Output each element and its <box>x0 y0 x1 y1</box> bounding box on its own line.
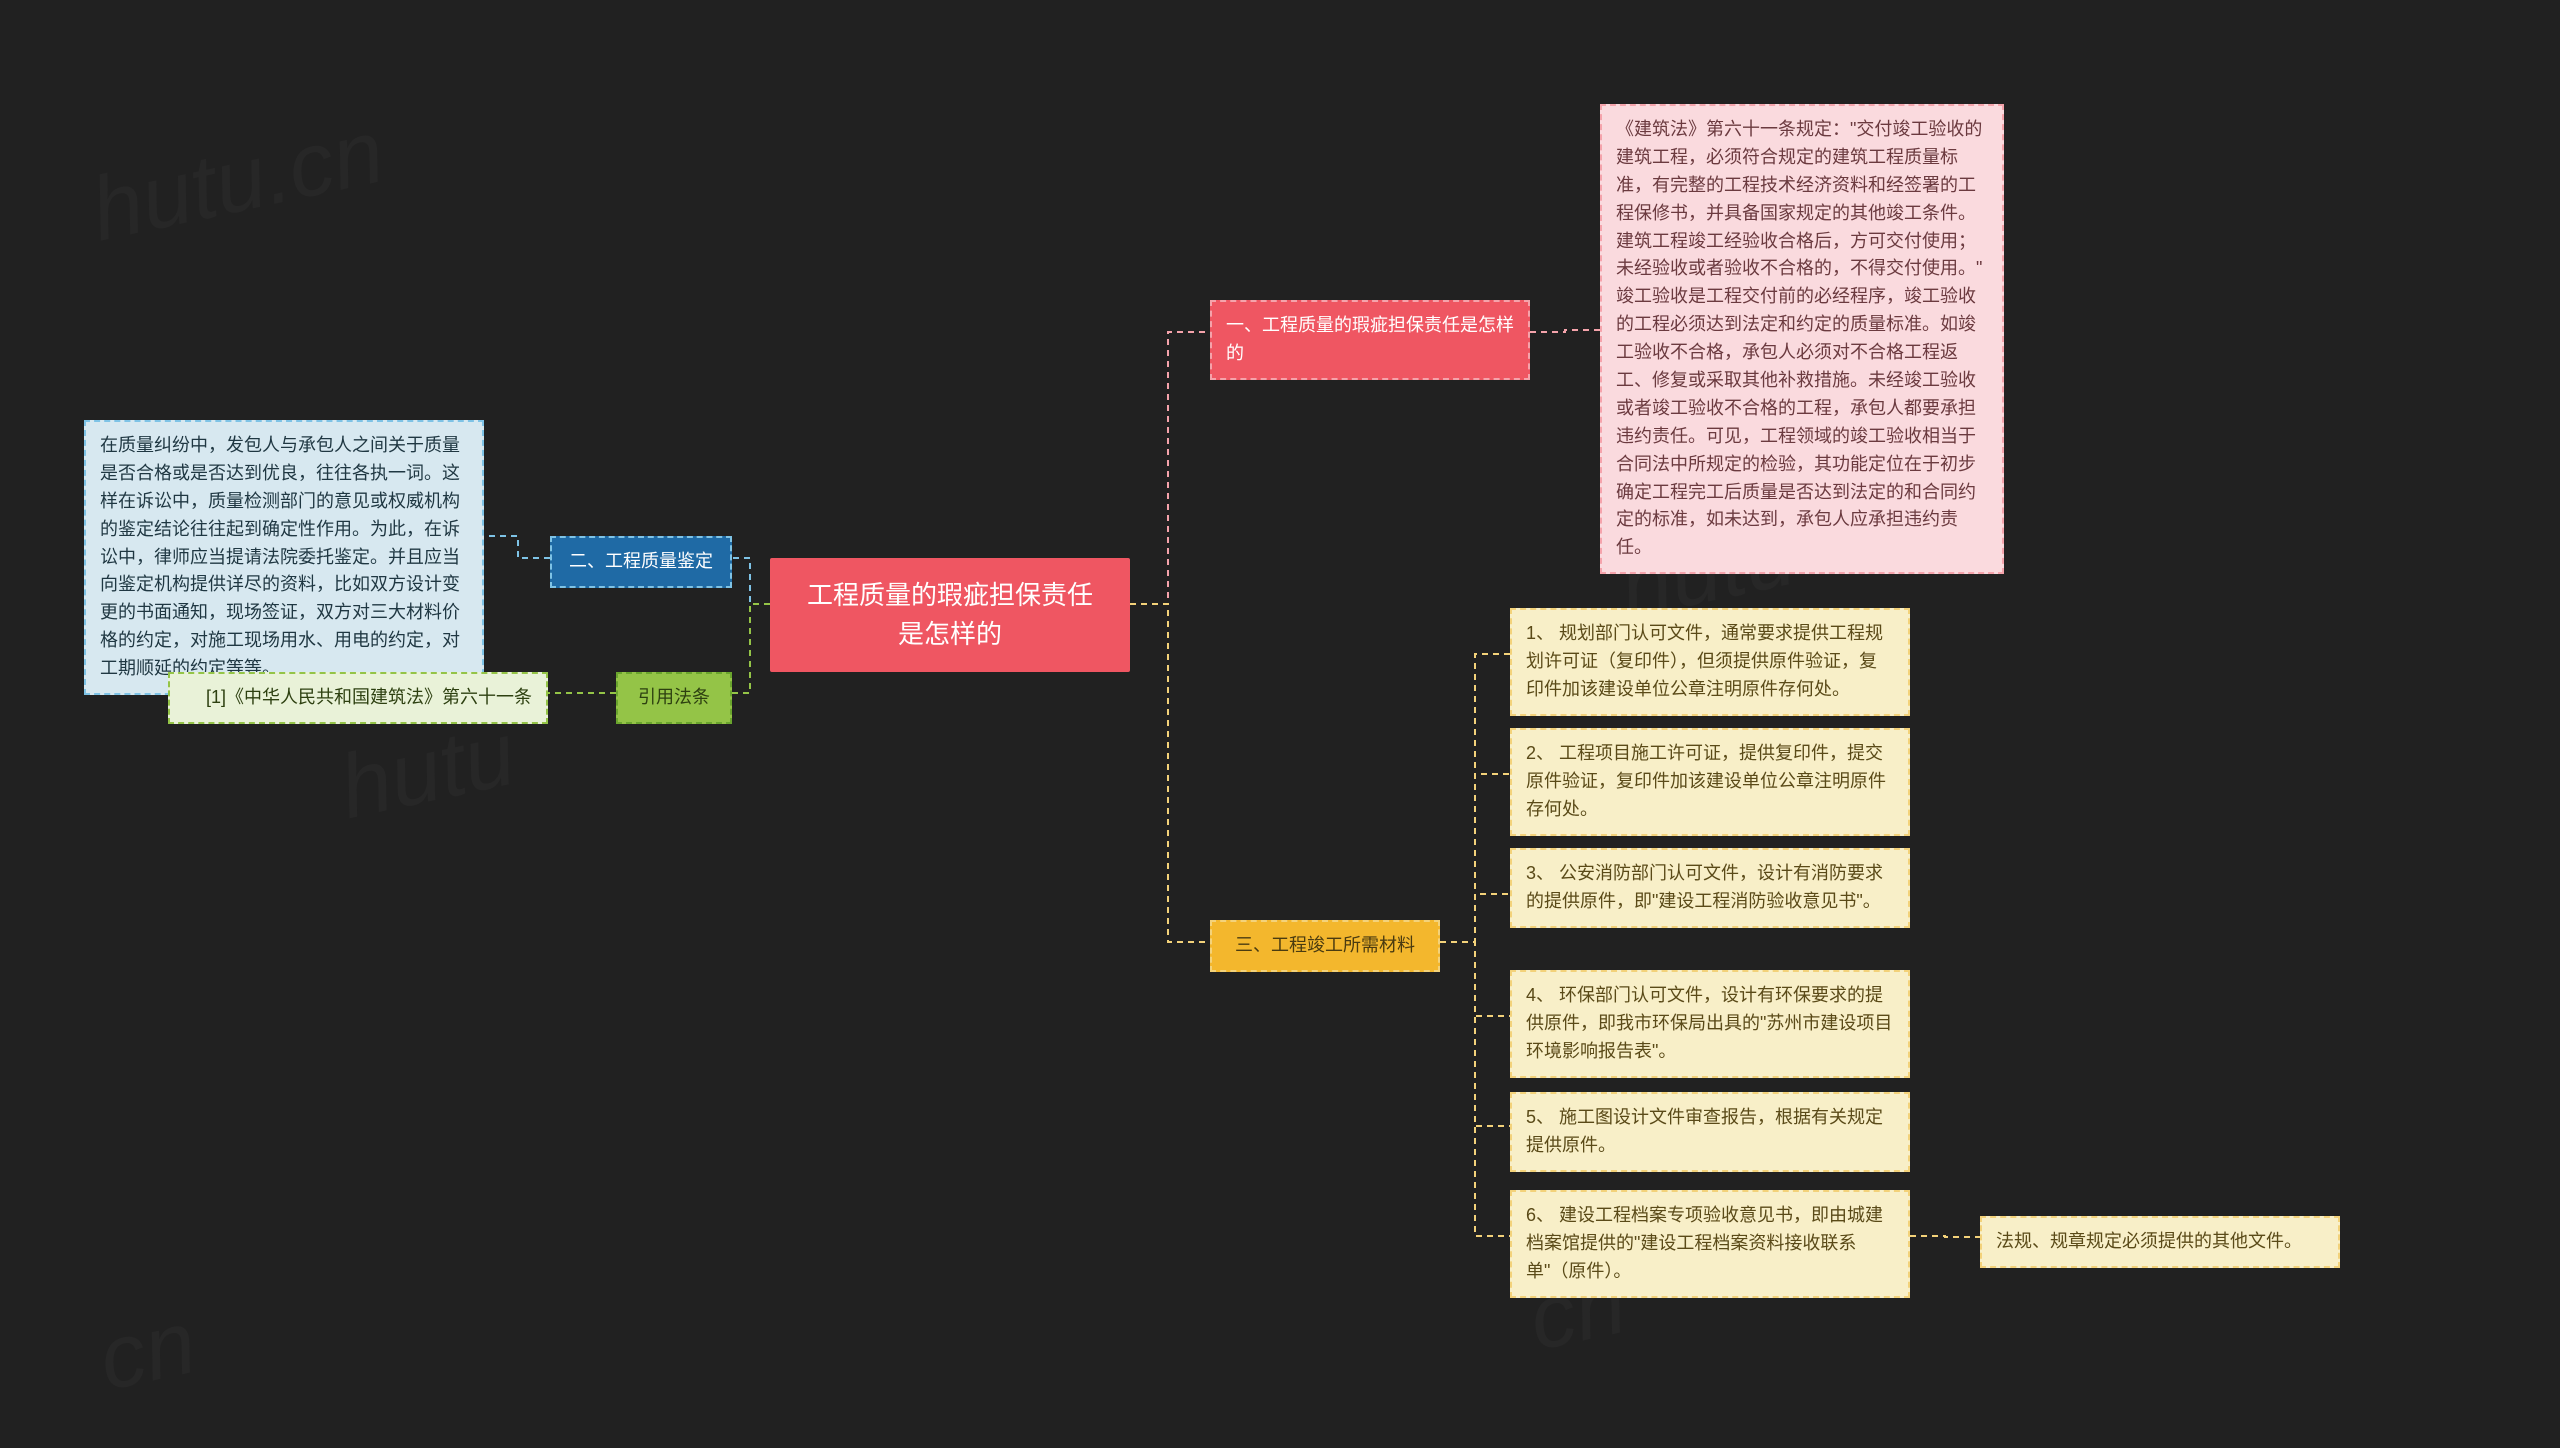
branch-label: 三、工程竣工所需材料 <box>1235 935 1415 955</box>
branch-label: 二、工程质量鉴定 <box>569 551 713 571</box>
branch-section-1[interactable]: 一、工程质量的瑕疵担保责任是怎样的 <box>1210 300 1530 380</box>
watermark: cn <box>90 1291 204 1412</box>
leaf-section-3-item: 1、 规划部门认可文件，通常要求提供工程规划许可证（复印件），但须提供原件验证，… <box>1510 608 1910 716</box>
leaf-text: 6、 建设工程档案专项验收意见书，即由城建档案馆提供的"建设工程档案资料接收联系… <box>1526 1205 1883 1281</box>
leaf-section-3-item: 3、 公安消防部门认可文件，设计有消防要求的提供原件，即"建设工程消防验收意见书… <box>1510 848 1910 928</box>
branch-label: 一、工程质量的瑕疵担保责任是怎样的 <box>1226 315 1514 363</box>
root-node[interactable]: 工程质量的瑕疵担保责任是怎样的 <box>770 558 1130 672</box>
branch-section-2[interactable]: 二、工程质量鉴定 <box>550 536 732 588</box>
leaf-section-3-item: 5、 施工图设计文件审查报告，根据有关规定提供原件。 <box>1510 1092 1910 1172</box>
leaf-section-3-tail: 法规、规章规定必须提供的其他文件。 <box>1980 1216 2340 1268</box>
leaf-text: 1、 规划部门认可文件，通常要求提供工程规划许可证（复印件），但须提供原件验证，… <box>1526 623 1883 699</box>
leaf-section-2: 在质量纠纷中，发包人与承包人之间关于质量是否合格或是否达到优良，往往各执一词。这… <box>84 420 484 695</box>
branch-section-3[interactable]: 三、工程竣工所需材料 <box>1210 920 1440 972</box>
leaf-text: 3、 公安消防部门认可文件，设计有消防要求的提供原件，即"建设工程消防验收意见书… <box>1526 863 1883 911</box>
leaf-text: 5、 施工图设计文件审查报告，根据有关规定提供原件。 <box>1526 1107 1883 1155</box>
leaf-reference: [1]《中华人民共和国建筑法》第六十一条 <box>168 672 548 724</box>
leaf-text: [1]《中华人民共和国建筑法》第六十一条 <box>206 687 532 707</box>
watermark: hutu.cn <box>83 100 393 262</box>
leaf-section-1: 《建筑法》第六十一条规定："交付竣工验收的建筑工程，必须符合规定的建筑工程质量标… <box>1600 104 2004 574</box>
leaf-section-3-item: 6、 建设工程档案专项验收意见书，即由城建档案馆提供的"建设工程档案资料接收联系… <box>1510 1190 1910 1298</box>
branch-reference[interactable]: 引用法条 <box>616 672 732 724</box>
leaf-text: 2、 工程项目施工许可证，提供复印件，提交原件验证，复印件加该建设单位公章注明原… <box>1526 743 1886 819</box>
leaf-text: 法规、规章规定必须提供的其他文件。 <box>1996 1231 2302 1251</box>
leaf-section-3-item: 2、 工程项目施工许可证，提供复印件，提交原件验证，复印件加该建设单位公章注明原… <box>1510 728 1910 836</box>
leaf-text: 在质量纠纷中，发包人与承包人之间关于质量是否合格或是否达到优良，往往各执一词。这… <box>100 435 460 678</box>
branch-label: 引用法条 <box>638 687 710 707</box>
leaf-section-3-item: 4、 环保部门认可文件，设计有环保要求的提供原件，即我市环保局出具的"苏州市建设… <box>1510 970 1910 1078</box>
leaf-text: 4、 环保部门认可文件，设计有环保要求的提供原件，即我市环保局出具的"苏州市建设… <box>1526 985 1892 1061</box>
leaf-text: 《建筑法》第六十一条规定："交付竣工验收的建筑工程，必须符合规定的建筑工程质量标… <box>1616 119 1982 557</box>
